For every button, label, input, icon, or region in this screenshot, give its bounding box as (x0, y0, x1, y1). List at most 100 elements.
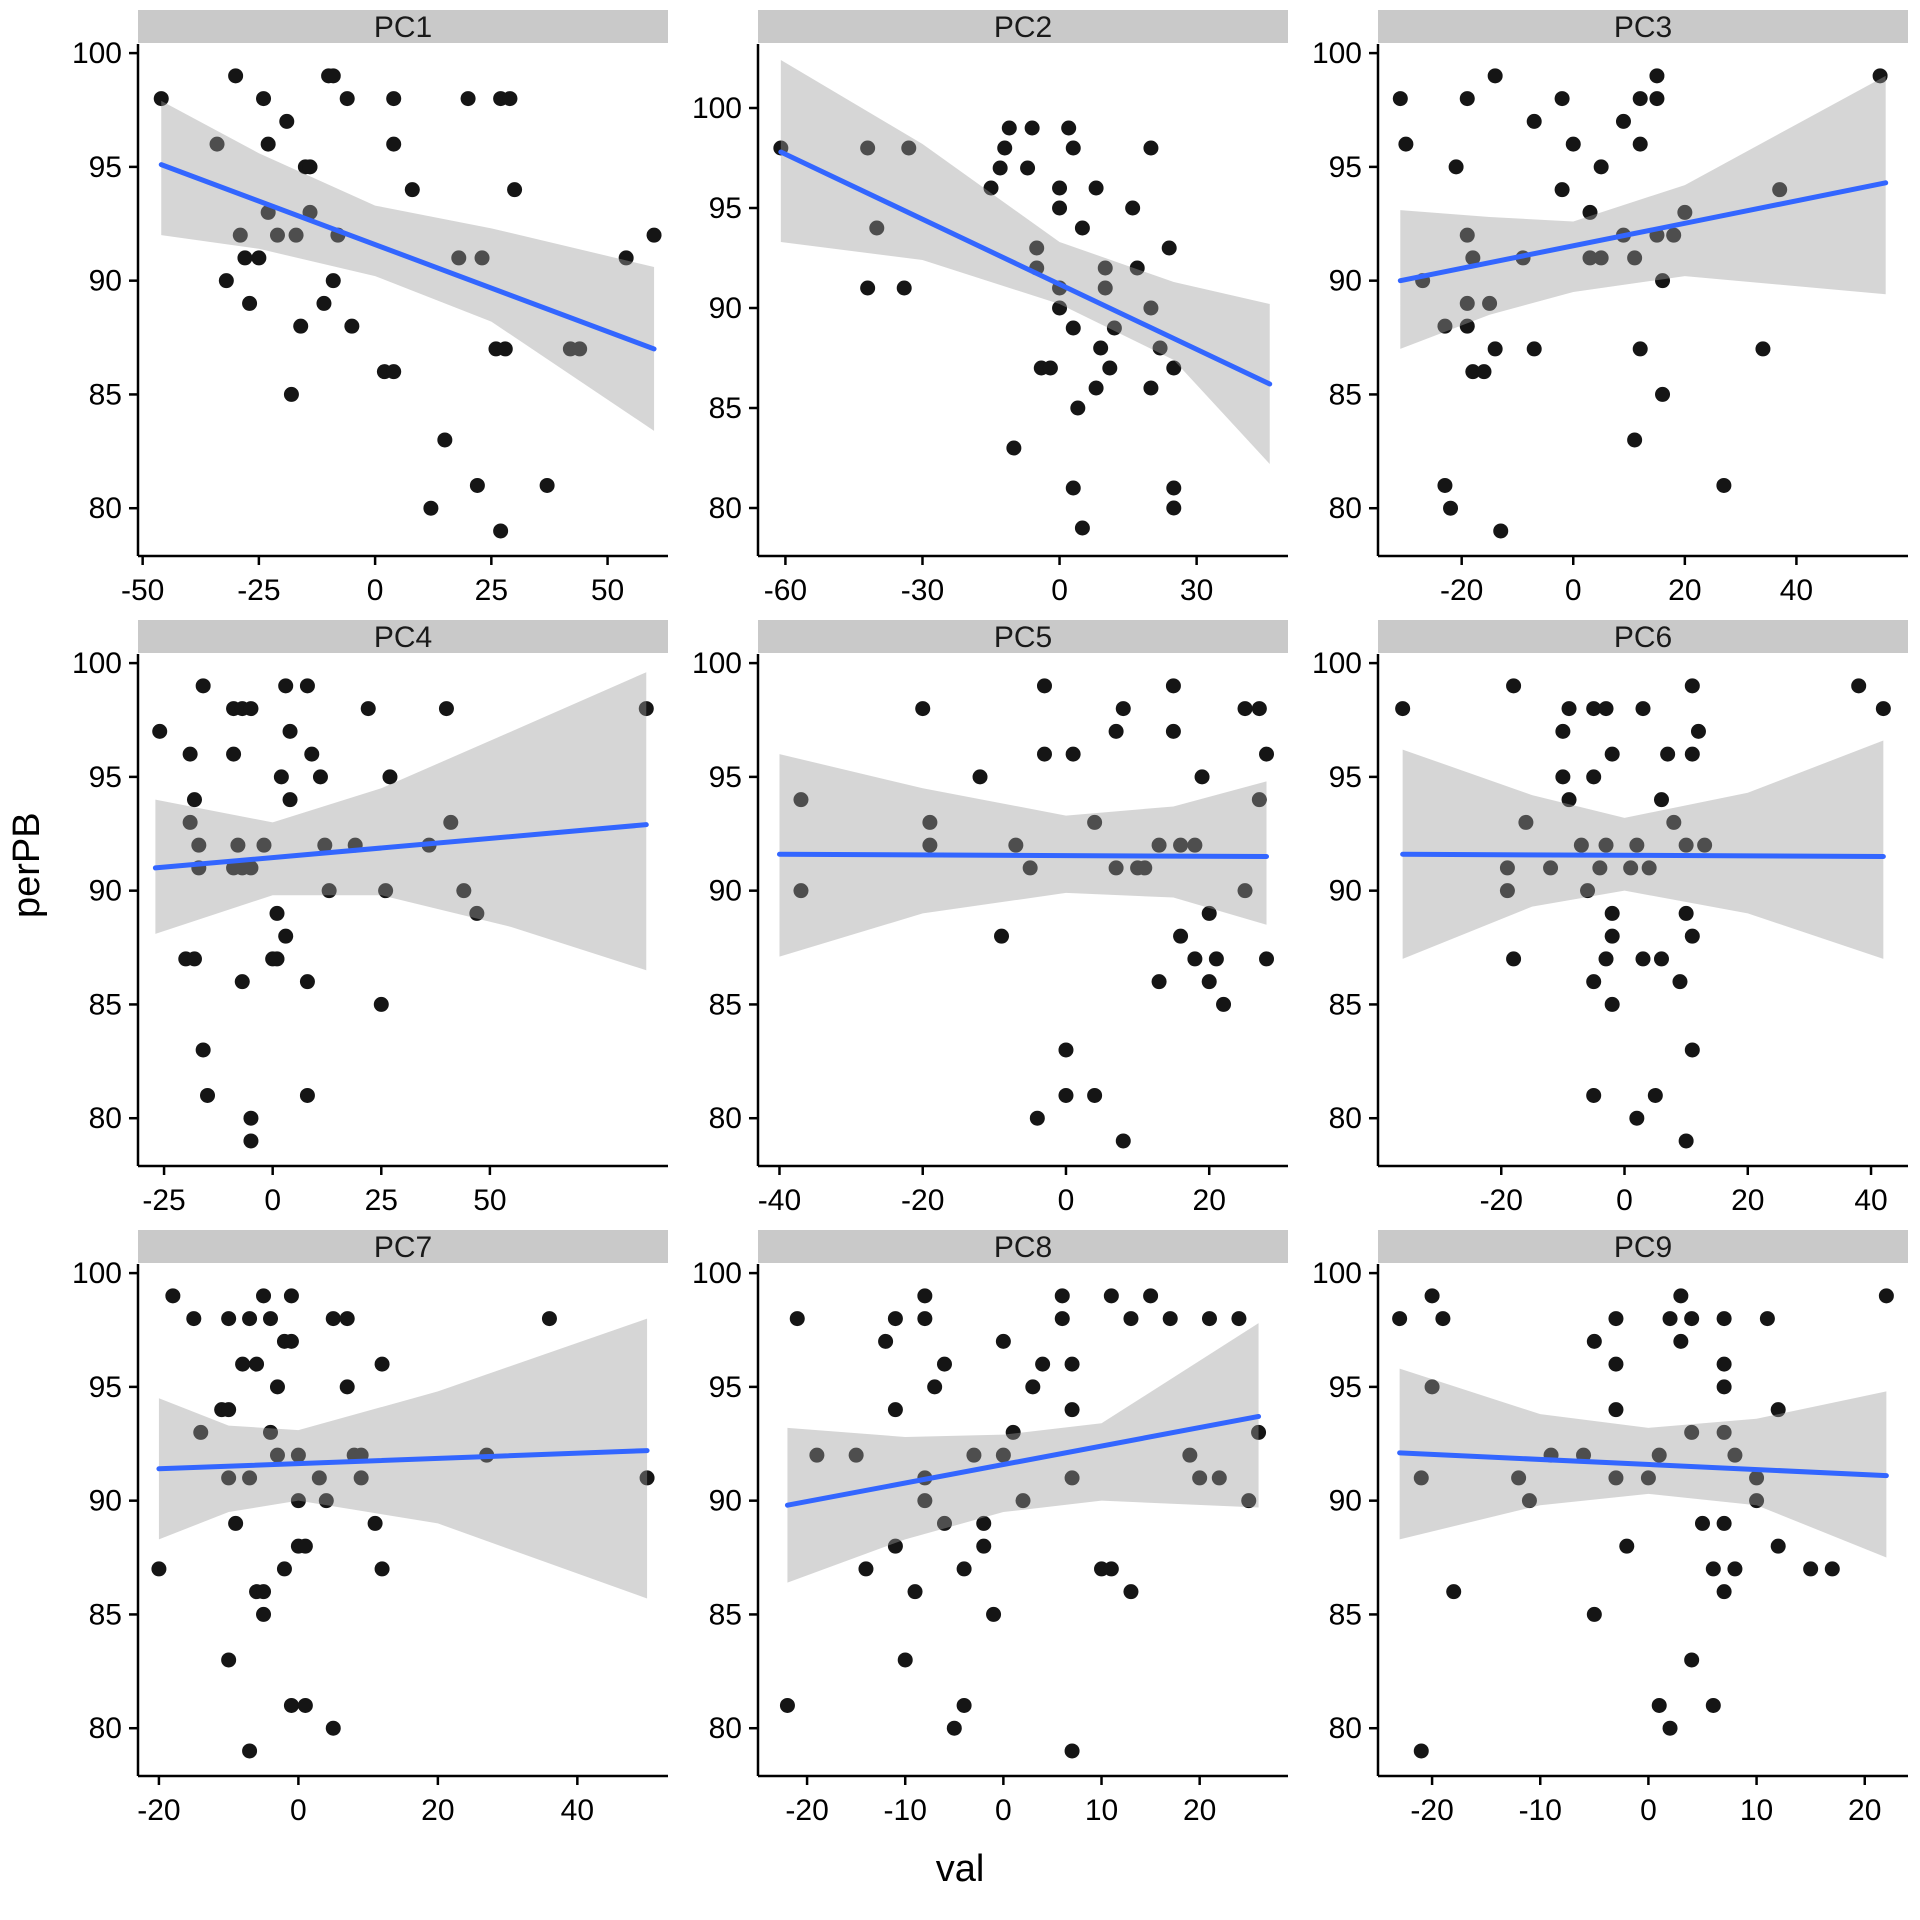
data-point (1526, 113, 1542, 129)
data-point (269, 951, 285, 967)
data-point (1875, 701, 1891, 717)
data-point (1001, 120, 1017, 136)
y-tick-label: 100 (72, 647, 122, 680)
x-tick-label: 0 (264, 1184, 281, 1217)
y-tick-label: 85 (89, 988, 122, 1021)
data-point (242, 1743, 258, 1759)
data-point (1413, 1743, 1429, 1759)
data-point (151, 1561, 167, 1577)
data-point (1662, 1720, 1678, 1736)
facet-strip (138, 10, 668, 43)
data-point (1151, 837, 1167, 853)
data-point (1649, 91, 1665, 107)
y-tick-label: 90 (1329, 1485, 1362, 1518)
data-point (789, 1311, 805, 1327)
data-point (1465, 364, 1481, 380)
data-point (1482, 295, 1498, 311)
data-point (1851, 678, 1867, 694)
x-tick-label: 25 (365, 1184, 398, 1217)
data-point (1487, 68, 1503, 84)
data-point (438, 701, 454, 717)
y-tick-label: 100 (1312, 1257, 1362, 1290)
data-point (325, 68, 341, 84)
facet-strip-label: PC5 (994, 621, 1052, 654)
data-point (299, 1087, 315, 1103)
y-tick-label: 90 (89, 1485, 122, 1518)
data-point (1241, 1493, 1257, 1509)
data-point (278, 928, 294, 944)
data-point (539, 477, 555, 493)
data-point (1506, 678, 1522, 694)
data-point (339, 1379, 355, 1395)
data-point (1437, 318, 1453, 334)
data-point (1690, 723, 1706, 739)
data-point (1166, 480, 1182, 496)
data-point (1623, 860, 1639, 876)
data-point (256, 837, 272, 853)
data-point (1593, 250, 1609, 266)
data-point (1684, 746, 1700, 762)
data-point (1251, 792, 1267, 808)
facet-plot-PC5: PC5 80 85 90 95 100 -40 -20 0 20 (692, 620, 1288, 1217)
data-point (1604, 746, 1620, 762)
data-point (1052, 200, 1068, 216)
y-tick-label: 80 (89, 492, 122, 525)
data-point (860, 280, 876, 296)
data-point (1598, 951, 1614, 967)
confidence-band (787, 1323, 1259, 1583)
data-point (1660, 746, 1676, 762)
data-point (1521, 1493, 1537, 1509)
data-point (1615, 113, 1631, 129)
data-point (1598, 701, 1614, 717)
data-point (1231, 1311, 1247, 1327)
data-point (1666, 227, 1682, 243)
x-tick-label: -25 (142, 1184, 185, 1217)
y-tick-label: 90 (709, 1485, 742, 1518)
data-point (1398, 136, 1414, 152)
data-point (1632, 341, 1648, 357)
data-point (234, 974, 250, 990)
facet-plot-PC8: PC8 80 85 90 95 100 -20 -10 0 10 20 (692, 1230, 1288, 1827)
data-point (1024, 120, 1040, 136)
data-point (1392, 1311, 1408, 1327)
data-point (1716, 1424, 1732, 1440)
data-point (976, 1515, 992, 1531)
data-point (1727, 1561, 1743, 1577)
data-point (922, 814, 938, 830)
facet-strip (138, 620, 668, 653)
confidence-band (1402, 740, 1884, 959)
data-point (1598, 837, 1614, 853)
data-point (1251, 1424, 1267, 1440)
data-point (316, 295, 332, 311)
data-point (646, 227, 662, 243)
data-point (1465, 250, 1481, 266)
data-point (1499, 883, 1515, 899)
data-point (956, 1697, 972, 1713)
facet-plot-PC7: PC7 80 85 90 95 100 -20 0 20 40 (72, 1230, 668, 1827)
data-point (1684, 1424, 1700, 1440)
x-tick-label: -10 (1519, 1794, 1562, 1827)
data-point (1435, 1311, 1451, 1327)
data-point (218, 273, 234, 289)
x-tick-label: 20 (1848, 1794, 1881, 1827)
data-point (1487, 341, 1503, 357)
data-point (1678, 1133, 1694, 1149)
data-point (917, 1493, 933, 1509)
data-point (1803, 1561, 1819, 1577)
data-point (228, 68, 244, 84)
data-point (302, 204, 318, 220)
data-point (639, 1470, 655, 1486)
data-point (404, 182, 420, 198)
data-point (1015, 1493, 1031, 1509)
data-point (1678, 905, 1694, 921)
data-point (1684, 1311, 1700, 1327)
data-point (256, 1606, 272, 1622)
data-point (221, 1470, 237, 1486)
data-point (897, 1652, 913, 1668)
data-point (1608, 1402, 1624, 1418)
y-tick-label: 80 (89, 1102, 122, 1135)
data-point (242, 1311, 258, 1327)
data-point (293, 318, 309, 334)
data-point (1201, 905, 1217, 921)
data-point (1187, 837, 1203, 853)
